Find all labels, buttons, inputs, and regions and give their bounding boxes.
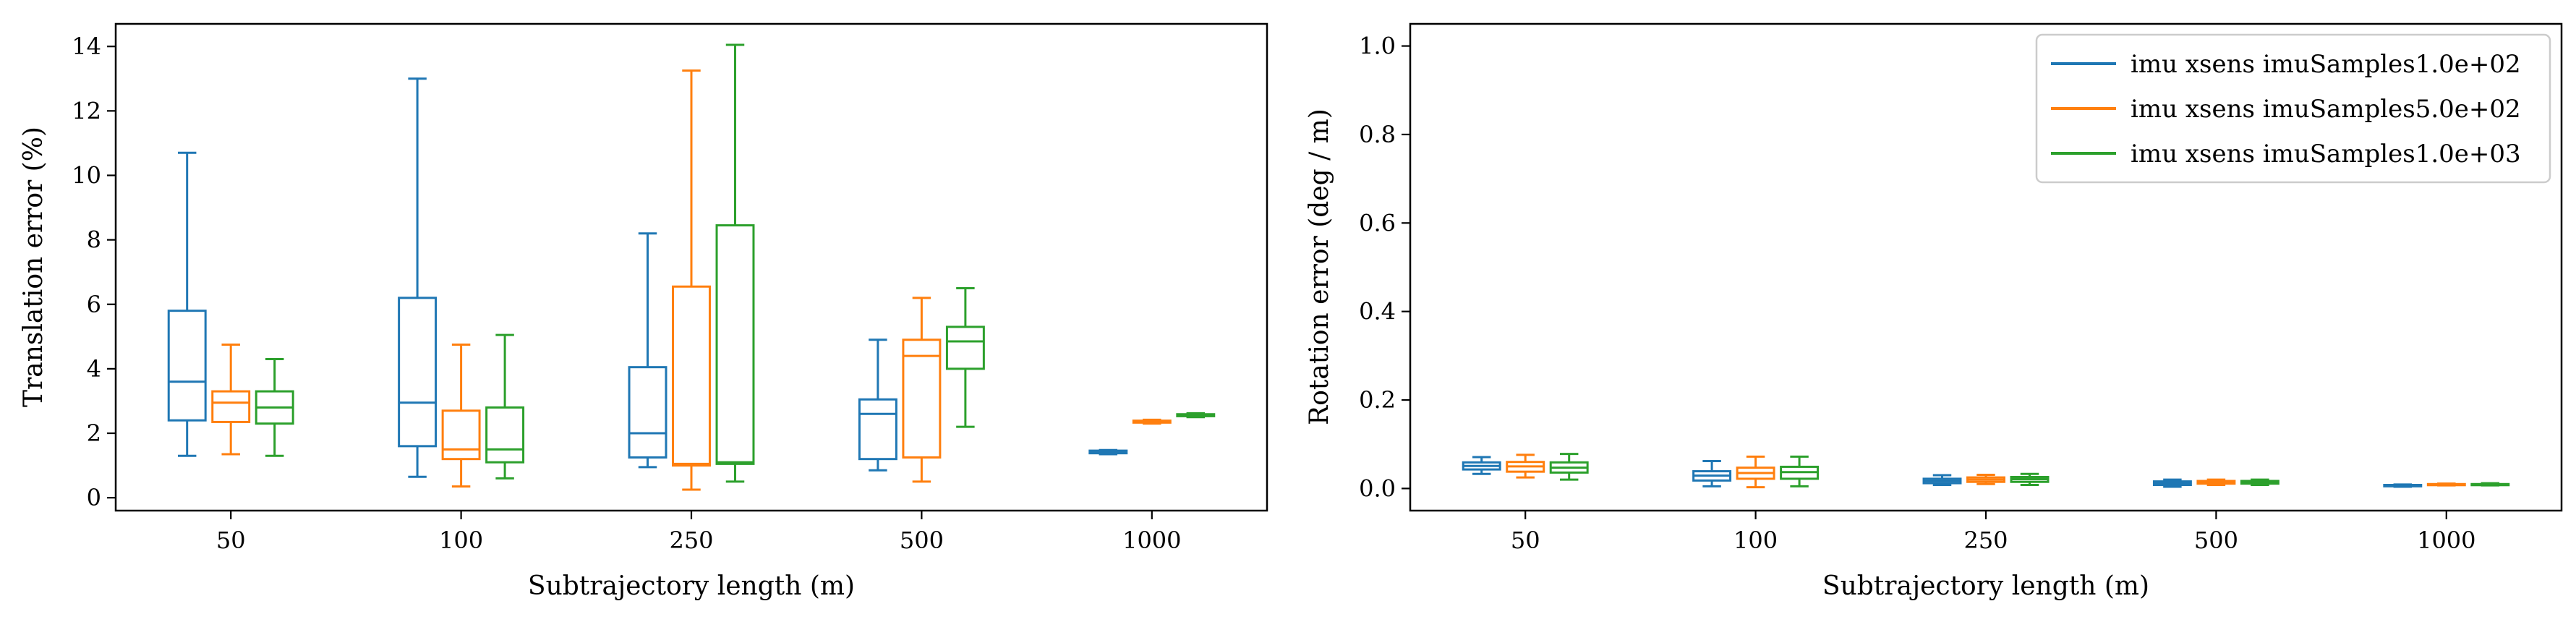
box-iqr (902, 338, 942, 459)
rotation-x-tick-label: 250 (1963, 527, 2008, 554)
box-iqr (858, 398, 897, 461)
rotation-x-tick-label: 500 (2194, 527, 2238, 554)
rotation-y-tick-label: 1.0 (1359, 33, 1396, 60)
rotation-x-tick-label: 50 (1511, 527, 1540, 554)
box-iqr (167, 310, 207, 422)
box-iqr (672, 285, 711, 467)
translation-box-s2-50 (211, 343, 251, 456)
rotation-y-tick-label: 0.0 (1359, 474, 1396, 502)
translation-x-tick-label: 50 (216, 527, 246, 554)
rotation-box-s3-100 (1780, 455, 1820, 487)
translation-box-s1-500 (858, 338, 897, 472)
translation-y-axis: 0 2 4 6 8 10 12 14 (72, 33, 116, 511)
rotation-box-s1-1000 (2383, 483, 2423, 488)
rotation-box-s1-250 (1922, 474, 1962, 487)
rotation-box-s1-50 (1462, 456, 1501, 475)
translation-box-s3-50 (255, 358, 294, 457)
translation-y-tick-label: 0 (87, 484, 101, 511)
rotation-box-plots (1462, 453, 2510, 489)
rotation-y-tick-label: 0.8 (1359, 121, 1396, 148)
rotation-box-s3-1000 (2470, 482, 2510, 487)
translation-box-s3-250 (715, 43, 755, 483)
box-iqr (628, 366, 668, 459)
translation-box-s2-500 (902, 297, 942, 483)
rotation-y-axis-label: Rotation error (deg / m) (1305, 108, 1334, 425)
translation-y-tick-label: 4 (87, 355, 101, 383)
translation-box-s2-250 (672, 69, 711, 491)
translation-box-s1-1000 (1088, 448, 1128, 456)
legend: imu xsens imuSamples1.0e+02 imu xsens im… (2035, 33, 2551, 184)
rotation-y-tick-label: 0.4 (1359, 298, 1396, 325)
legend-label-series-3: imu xsens imuSamples1.0e+03 (2131, 140, 2521, 169)
translation-box-s1-250 (628, 232, 668, 469)
rotation-y-axis: 0.0 0.2 0.4 0.6 0.8 1.0 (1359, 33, 1410, 502)
translation-box-plots (167, 43, 1216, 491)
rotation-box-s3-500 (2240, 478, 2279, 487)
box-iqr (398, 297, 438, 448)
box-iqr (211, 390, 251, 423)
translation-box-s1-100 (398, 77, 438, 478)
translation-x-axis-label: Subtrajectory length (m) (528, 571, 855, 601)
rotation-box-s2-50 (1506, 453, 1545, 479)
translation-box-s2-1000 (1132, 418, 1172, 425)
box-iqr (945, 325, 985, 370)
rotation-box-s1-500 (2152, 478, 2192, 488)
translation-x-axis: 50 100 250 500 1000 (216, 511, 1182, 554)
translation-box-s3-100 (485, 333, 525, 480)
translation-y-tick-label: 14 (72, 33, 101, 60)
translation-box-s2-100 (441, 343, 481, 488)
rotation-box-s2-250 (1966, 473, 2005, 485)
translation-box-s3-1000 (1176, 412, 1216, 419)
translation-y-axis-label: Translation error (%) (19, 127, 48, 407)
translation-y-tick-label: 8 (87, 226, 101, 254)
translation-error-panel: 0 2 4 6 8 10 12 14 50 100 250 500 1000 Subtrajector… (19, 22, 1268, 601)
rotation-y-tick-label: 0.2 (1359, 386, 1396, 414)
rotation-x-tick-label: 100 (1733, 527, 1778, 554)
rotation-box-s3-50 (1549, 453, 1589, 481)
translation-x-tick-label: 100 (439, 527, 483, 554)
legend-frame (2035, 33, 2551, 184)
box-iqr (715, 224, 755, 465)
rotation-box-s2-500 (2196, 478, 2236, 487)
translation-y-tick-label: 2 (87, 419, 101, 447)
translation-y-tick-label: 12 (72, 97, 101, 124)
rotation-x-axis-label: Subtrajectory length (m) (1822, 571, 2149, 601)
translation-x-tick-label: 1000 (1122, 527, 1181, 554)
translation-y-tick-label: 10 (72, 161, 101, 189)
translation-x-tick-label: 500 (900, 527, 944, 554)
rotation-box-s2-1000 (2426, 482, 2466, 487)
translation-y-tick-label: 6 (87, 291, 101, 318)
rotation-box-s1-100 (1692, 459, 1732, 487)
rotation-x-axis: 50 100 250 500 1000 (1511, 511, 2476, 554)
translation-x-tick-label: 250 (669, 527, 713, 554)
rotation-box-s3-250 (2010, 472, 2050, 487)
box-iqr (441, 409, 481, 461)
translation-box-s3-500 (945, 286, 985, 428)
legend-label-series-2: imu xsens imuSamples5.0e+02 (2131, 95, 2521, 124)
box-iqr (485, 406, 525, 464)
rotation-x-tick-label: 1000 (2417, 527, 2475, 554)
translation-box-s1-50 (167, 151, 207, 457)
rotation-y-tick-label: 0.6 (1359, 209, 1396, 237)
rotation-box-s2-100 (1736, 455, 1775, 489)
legend-label-series-1: imu xsens imuSamples1.0e+02 (2131, 50, 2521, 79)
rotation-error-panel: 0.0 0.2 0.4 0.6 0.8 1.0 50 100 250 500 1000 Subtr… (1305, 22, 2563, 601)
